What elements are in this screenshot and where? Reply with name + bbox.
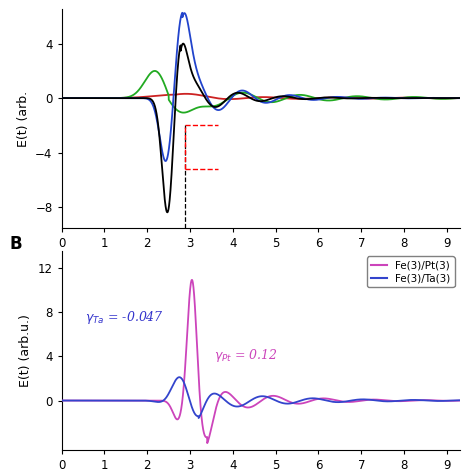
Text: $\gamma_{Pt}$ = 0.12: $\gamma_{Pt}$ = 0.12	[214, 346, 278, 364]
Y-axis label: E(t) (arb.u.): E(t) (arb.u.)	[19, 314, 32, 387]
Legend: Fe(3)/Pt(3), Fe(3)/Ta(3): Fe(3)/Pt(3), Fe(3)/Ta(3)	[367, 256, 455, 287]
Y-axis label: E(t) (arb.: E(t) (arb.	[17, 91, 30, 146]
X-axis label: Time delay (ps): Time delay (ps)	[207, 255, 315, 269]
Text: $\gamma_{Ta}$ = -0.047: $\gamma_{Ta}$ = -0.047	[85, 309, 164, 326]
Text: B: B	[10, 235, 22, 253]
